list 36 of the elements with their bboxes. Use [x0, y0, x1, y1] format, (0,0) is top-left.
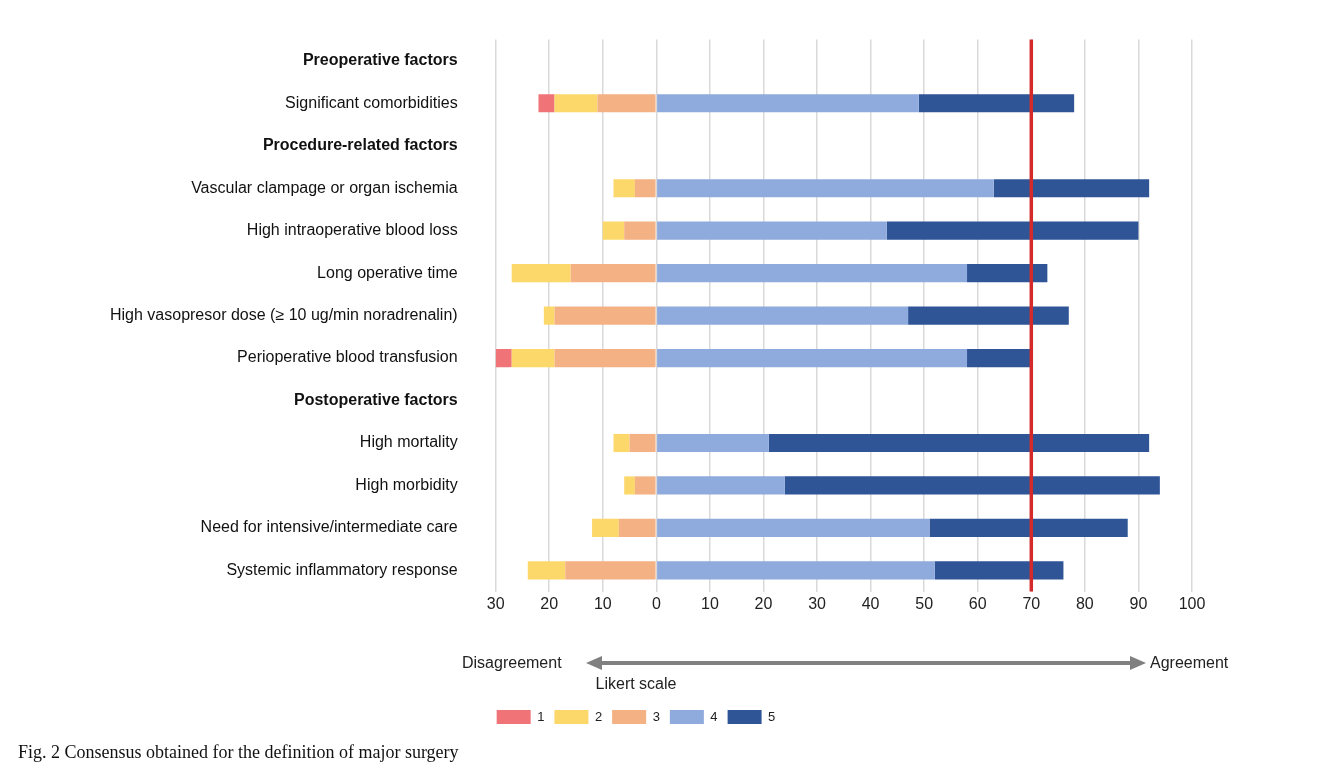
y-tick-label: High intraoperative blood loss	[246, 221, 458, 239]
x-tick-label: 90	[1129, 594, 1148, 612]
legend-title: Likert scale	[595, 675, 677, 693]
y-tick-label: Postoperative factors	[294, 390, 458, 408]
y-tick-label: Preoperative factors	[302, 51, 458, 69]
y-tick-label: Vascular clampage or organ ischemia	[191, 178, 458, 196]
legend-label: 4	[710, 708, 718, 724]
x-tick-label: 80	[1075, 594, 1094, 612]
x-tick-label: 10	[701, 594, 719, 612]
x-tick-label: 40	[861, 594, 880, 612]
y-tick-label: Significant comorbidities	[285, 93, 458, 111]
x-tick-label: 30	[486, 594, 505, 612]
x-tick-label: 100	[1178, 594, 1206, 612]
text: Agreement	[1150, 654, 1229, 672]
y-tick-label: Need for intensive/intermediate care	[200, 518, 458, 536]
x-tick-label: 70	[1022, 594, 1041, 612]
x-tick-label: 60	[968, 594, 987, 612]
y-tick-label: Procedure-related factors	[262, 136, 458, 154]
x-tick-label: 50	[915, 594, 934, 612]
legend-label: 3	[652, 708, 660, 724]
x-tick-label: 30	[808, 594, 827, 612]
text: Disagreement	[462, 654, 562, 672]
legend-label: 1	[537, 708, 545, 724]
x-tick-label: 20	[540, 594, 559, 612]
x-tick-label: 20	[754, 594, 773, 612]
y-tick-label: High mortality	[359, 433, 458, 451]
caption: Fig. 2 Consensus obtained for the definition of major surgery	[18, 742, 459, 763]
y-tick-label: Systemic inflammatory response	[226, 560, 458, 578]
y-tick-label: High morbidity	[355, 475, 458, 493]
legend-label: 5	[768, 708, 776, 724]
y-tick-label: High vasopresor dose (≥ 10 ug/min noradrenalin)	[109, 306, 458, 324]
x-tick-label: 0	[651, 594, 661, 612]
y-tick-label: Perioperative blood transfusion	[237, 348, 458, 366]
x-tick-label: 10	[593, 594, 612, 612]
y-tick-label: Long operative time	[317, 263, 458, 281]
legend-label: 2	[594, 708, 603, 724]
